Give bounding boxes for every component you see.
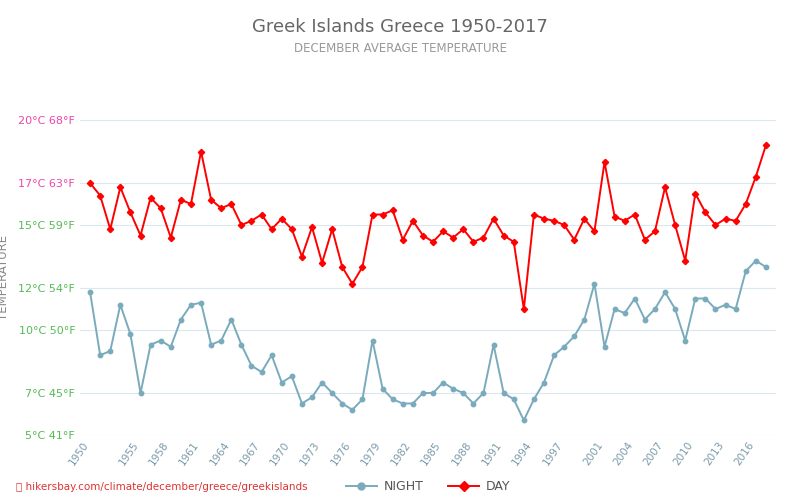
Text: 📍 hikersbay.com/climate/december/greece/greekislands: 📍 hikersbay.com/climate/december/greece/… (16, 482, 308, 492)
Legend: NIGHT, DAY: NIGHT, DAY (341, 475, 515, 498)
Y-axis label: TEMPERATURE: TEMPERATURE (0, 235, 10, 320)
Text: Greek Islands Greece 1950-2017: Greek Islands Greece 1950-2017 (252, 18, 548, 36)
Text: DECEMBER AVERAGE TEMPERATURE: DECEMBER AVERAGE TEMPERATURE (294, 42, 506, 56)
